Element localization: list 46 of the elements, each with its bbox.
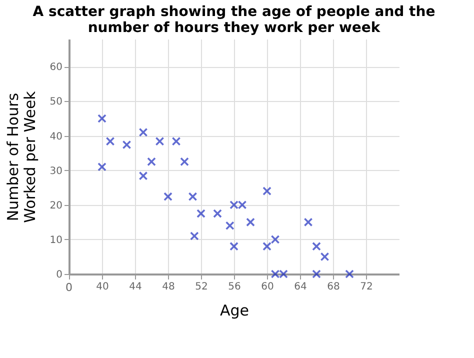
y-tick-label: 50: [50, 96, 62, 108]
point: [106, 136, 115, 146]
point: [147, 157, 156, 166]
y-tick-label: 20: [50, 200, 62, 212]
point: [312, 270, 321, 278]
x-tick-label: 60: [261, 282, 274, 292]
x-tick-label: 52: [195, 282, 208, 292]
point: [196, 209, 206, 218]
point: [213, 209, 222, 218]
point: [262, 186, 272, 196]
point: [225, 221, 234, 230]
point: [230, 242, 238, 251]
x-tick-label: 72: [360, 282, 373, 292]
point: [172, 136, 181, 146]
point: [98, 162, 106, 172]
x-axis-title: Age: [220, 302, 250, 320]
point: [304, 218, 313, 227]
y-tick-label: 40: [50, 131, 62, 142]
point: [122, 140, 132, 150]
x-tick-label: 68: [327, 282, 340, 292]
point: [138, 171, 148, 180]
text: 0: [66, 281, 72, 294]
y-tick-label: 30: [50, 166, 62, 177]
point: [188, 192, 198, 202]
point: [164, 192, 172, 202]
x-tick-label: 40: [96, 282, 109, 292]
point: [312, 242, 321, 251]
y-tick-label: 10: [50, 234, 62, 246]
point: [155, 136, 164, 146]
point: [138, 128, 148, 137]
point: [190, 232, 199, 240]
x-tick-label: 48: [162, 282, 175, 292]
y-axis-title: Number of Hours Worked per Week: [4, 90, 39, 223]
x-tick-label: 44: [129, 282, 142, 292]
point: [345, 270, 354, 278]
point: [320, 252, 330, 262]
x-tick-label: 64: [294, 282, 307, 292]
point: [180, 157, 189, 166]
x-tick-label: 56: [228, 282, 241, 292]
y-tick-label: 0: [56, 270, 62, 280]
point: [98, 114, 106, 123]
point: [262, 242, 272, 251]
point: [270, 235, 280, 244]
point: [246, 218, 255, 227]
y-tick-label: 60: [50, 62, 62, 74]
chart-title: A scatter graph showing the age of people and the number of hours they work per week: [32, 4, 436, 36]
